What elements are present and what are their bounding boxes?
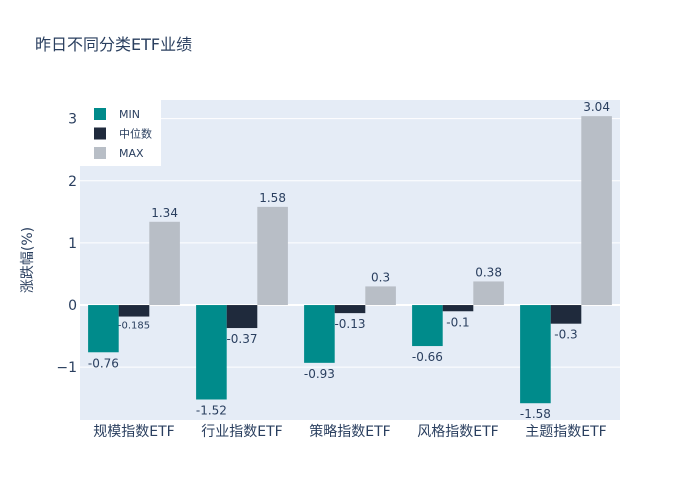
data-label: -0.93: [304, 367, 335, 381]
legend-box: [80, 100, 161, 166]
data-label: 1.34: [151, 206, 178, 220]
legend-swatch[interactable]: [94, 127, 106, 140]
data-label: -0.1: [446, 315, 469, 329]
bar-中位数[interactable]: [334, 305, 366, 314]
bar-MIN[interactable]: [88, 305, 119, 353]
y-tick-label: 3: [68, 112, 77, 128]
y-axis-title: 涨跌幅(%): [20, 227, 36, 293]
x-axis: 规模指数ETF 行业指数ETF 策略指数ETF 风格指数ETF 主题指数ETF: [93, 423, 606, 440]
y-tick-label: 2: [68, 174, 77, 190]
data-label: 3.04: [583, 100, 610, 114]
y-tick-label: 1: [68, 236, 77, 252]
x-tick-label: 主题指数ETF: [525, 424, 606, 440]
x-tick-label: 策略指数ETF: [309, 423, 390, 440]
y-tick-label: 0: [68, 298, 77, 314]
x-tick-label: 行业指数ETF: [201, 424, 282, 440]
bar-MIN[interactable]: [196, 305, 227, 400]
y-tick-label: −1: [56, 360, 77, 376]
data-label: -0.37: [226, 332, 257, 346]
bar-中位数[interactable]: [226, 305, 258, 329]
legend-label[interactable]: 中位数: [119, 127, 152, 141]
data-label: 0.3: [371, 270, 390, 284]
bar-中位数[interactable]: [550, 305, 582, 324]
legend-label[interactable]: MIN: [119, 108, 140, 121]
x-tick-label: 规模指数ETF: [93, 424, 174, 440]
data-label: -0.76: [88, 356, 119, 370]
bar-MAX[interactable]: [581, 116, 612, 306]
data-label: -1.52: [196, 403, 227, 417]
data-label: 0.38: [475, 265, 502, 279]
legend-label[interactable]: MAX: [119, 147, 144, 160]
bar-中位数[interactable]: [118, 305, 150, 317]
chart-title: 昨日不同分类ETF业绩: [35, 35, 192, 54]
bar-MIN[interactable]: [412, 305, 443, 347]
data-label: 1.58: [259, 191, 286, 205]
legend-swatch[interactable]: [94, 147, 106, 159]
bar-MAX[interactable]: [149, 221, 180, 306]
legend[interactable]: MIN 中位数 MAX: [80, 100, 161, 166]
bars: [88, 116, 612, 404]
x-tick-label: 风格指数ETF: [417, 424, 498, 440]
data-label: -0.3: [554, 328, 577, 342]
bar-MAX[interactable]: [473, 281, 504, 306]
y-axis: −1 0 1 2 3: [56, 112, 77, 377]
bar-MAX[interactable]: [257, 206, 288, 306]
legend-swatch[interactable]: [94, 108, 106, 120]
bar-MIN[interactable]: [304, 305, 335, 363]
bar-中位数[interactable]: [442, 305, 474, 312]
data-label: -0.185: [118, 321, 150, 332]
data-label: -1.58: [520, 407, 551, 421]
data-labels: -0.76 -0.185 1.34 -1.52 -0.37 1.58 -0.93 -0.13 0…: [88, 100, 610, 421]
bar-MIN[interactable]: [520, 305, 551, 404]
bar-MAX[interactable]: [365, 286, 396, 306]
data-label: -0.13: [334, 317, 365, 331]
data-label: -0.66: [412, 350, 443, 364]
